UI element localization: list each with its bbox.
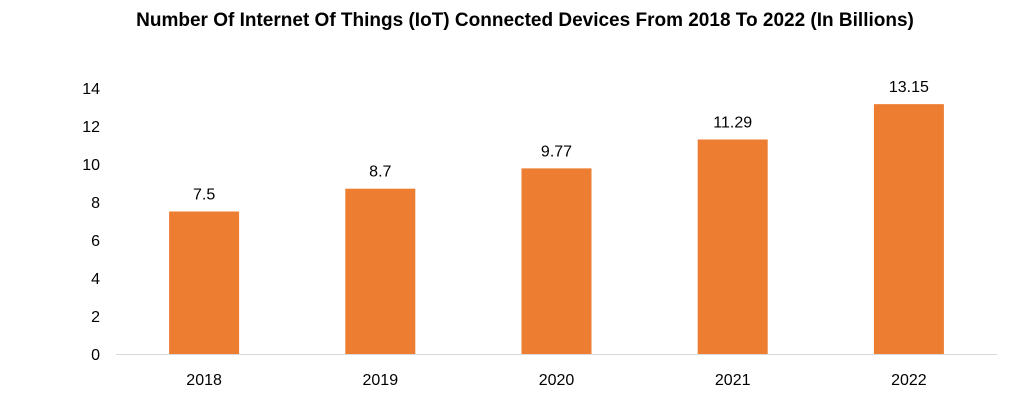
y-tick-label: 0 xyxy=(91,347,100,364)
data-label-2020: 9.77 xyxy=(541,143,572,160)
x-tick-label: 2018 xyxy=(186,372,222,389)
y-tick-label: 4 xyxy=(91,271,100,288)
bar-2022 xyxy=(873,104,944,355)
bar-2019 xyxy=(345,188,416,354)
x-tick-label: 2019 xyxy=(363,372,399,389)
x-tick-label: 2020 xyxy=(539,372,575,389)
y-tick-label: 14 xyxy=(82,81,100,98)
x-tick-label: 2022 xyxy=(891,372,927,389)
bar-2021 xyxy=(697,139,768,354)
y-tick-label: 12 xyxy=(82,119,100,136)
data-labels-group: 7.5 8.7 9.77 11.29 13.15 xyxy=(193,79,929,203)
y-tick-label: 8 xyxy=(91,195,100,212)
data-label-2021: 11.29 xyxy=(713,114,752,131)
bars-group xyxy=(169,104,944,355)
bar-2020 xyxy=(521,168,592,354)
data-label-2019: 8.7 xyxy=(369,164,391,181)
y-axis-ticks: 0 2 4 6 8 10 12 14 xyxy=(82,81,100,364)
x-tick-label: 2021 xyxy=(715,372,751,389)
data-label-2018: 7.5 xyxy=(193,187,215,204)
data-label-2022: 13.15 xyxy=(889,79,929,96)
x-axis-ticks: 2018 2019 2020 2021 2022 xyxy=(186,372,926,389)
chart-title: Number Of Internet Of Things (IoT) Conne… xyxy=(136,10,914,31)
bar-2018 xyxy=(169,211,240,354)
y-tick-label: 10 xyxy=(82,157,100,174)
y-tick-label: 6 xyxy=(91,233,100,250)
y-tick-label: 2 xyxy=(91,309,100,326)
